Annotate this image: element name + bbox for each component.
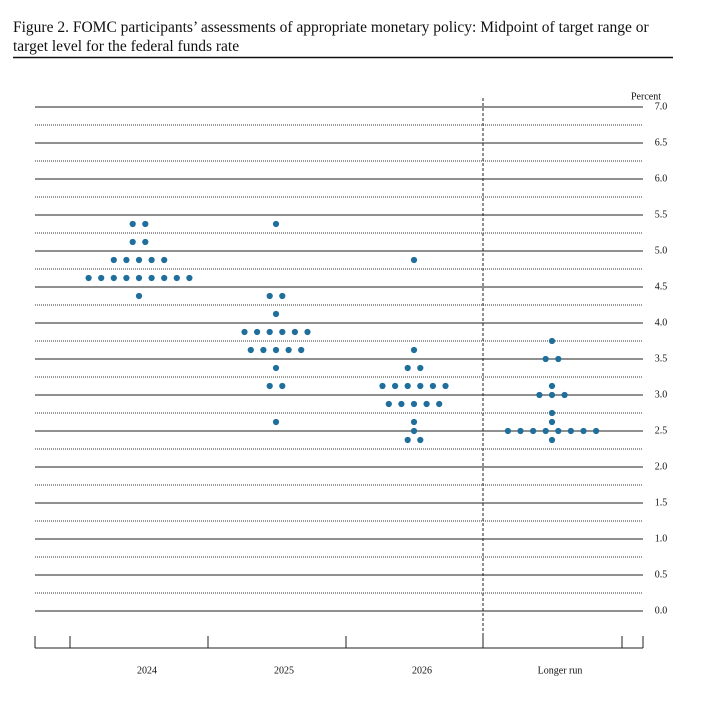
dot bbox=[85, 274, 92, 282]
dot bbox=[272, 310, 280, 318]
dot bbox=[504, 427, 511, 435]
dot bbox=[161, 256, 168, 264]
dot bbox=[142, 238, 149, 246]
y-tick-label: 0.5 bbox=[655, 569, 668, 580]
dot bbox=[567, 427, 575, 435]
dot bbox=[241, 328, 248, 336]
dot bbox=[436, 400, 443, 408]
dot bbox=[423, 400, 430, 408]
chart-title: Figure 2. FOMC participants’ assessments… bbox=[13, 19, 649, 55]
dot bbox=[385, 400, 392, 408]
x-tick-label: 2025 bbox=[274, 665, 294, 676]
dot bbox=[135, 274, 143, 282]
dot bbox=[279, 382, 286, 390]
dot bbox=[548, 418, 556, 426]
y-tick-label: 5.0 bbox=[655, 245, 668, 256]
dot bbox=[272, 364, 280, 372]
dot bbox=[542, 355, 549, 363]
dot bbox=[410, 400, 418, 408]
dot bbox=[548, 391, 556, 399]
y-tick-label: 6.5 bbox=[655, 137, 668, 148]
y-tick-label: 3.5 bbox=[655, 353, 668, 364]
dot bbox=[548, 337, 556, 345]
dot bbox=[548, 436, 556, 444]
dot bbox=[410, 256, 418, 264]
dot bbox=[548, 382, 556, 390]
dot bbox=[266, 292, 273, 300]
dot bbox=[392, 382, 399, 390]
dot bbox=[148, 274, 155, 282]
y-tick-label: 6.0 bbox=[655, 173, 668, 184]
dot bbox=[161, 274, 168, 282]
dot bbox=[279, 292, 286, 300]
dot bbox=[291, 328, 298, 336]
x-tick-label: 2026 bbox=[412, 665, 432, 676]
dot bbox=[247, 346, 254, 354]
dot bbox=[404, 382, 411, 390]
dot bbox=[123, 256, 130, 264]
y-tick-label: 0.0 bbox=[655, 605, 668, 616]
dot bbox=[417, 382, 424, 390]
y-tick-label: 7.0 bbox=[655, 101, 668, 112]
dot bbox=[410, 418, 418, 426]
dot bbox=[404, 364, 411, 372]
y-tick-label: 4.5 bbox=[655, 281, 668, 292]
dot bbox=[542, 427, 549, 435]
dot bbox=[561, 391, 568, 399]
dot bbox=[555, 355, 562, 363]
dot bbox=[260, 346, 267, 354]
y-tick-label: 2.0 bbox=[655, 461, 668, 472]
dot bbox=[142, 220, 149, 228]
y-axis-label: Percent bbox=[631, 91, 661, 102]
dot bbox=[298, 346, 305, 354]
dot bbox=[254, 328, 261, 336]
dot bbox=[272, 220, 280, 228]
dot bbox=[135, 256, 143, 264]
dot bbox=[272, 418, 280, 426]
dot bbox=[410, 427, 418, 435]
x-axis-ticks bbox=[34, 636, 644, 648]
x-tick-label: Longer run bbox=[538, 665, 583, 676]
dot bbox=[593, 427, 600, 435]
dot bbox=[272, 346, 280, 354]
dot bbox=[410, 346, 418, 354]
dot bbox=[304, 328, 311, 336]
dot bbox=[404, 436, 411, 444]
dot bbox=[398, 400, 405, 408]
dot bbox=[442, 382, 449, 390]
y-tick-label: 1.5 bbox=[655, 497, 668, 508]
x-tick-label: 2024 bbox=[137, 665, 157, 676]
dot bbox=[266, 328, 273, 336]
y-tick-label: 4.0 bbox=[655, 317, 668, 328]
dot bbox=[379, 382, 386, 390]
dot bbox=[417, 436, 424, 444]
y-tick-label: 2.5 bbox=[655, 425, 668, 436]
dot bbox=[279, 328, 286, 336]
dot bbox=[517, 427, 524, 435]
dot bbox=[548, 409, 556, 417]
dot bbox=[148, 256, 155, 264]
dot bbox=[98, 274, 105, 282]
dot bbox=[110, 256, 117, 264]
dot bbox=[266, 382, 273, 390]
y-tick-label: 1.0 bbox=[655, 533, 668, 544]
dot bbox=[285, 346, 292, 354]
dot bbox=[123, 274, 130, 282]
dot bbox=[129, 238, 136, 246]
dot bbox=[135, 292, 143, 300]
dot bbox=[417, 364, 424, 372]
dot bbox=[530, 427, 537, 435]
dot bbox=[129, 220, 136, 228]
dot bbox=[536, 391, 543, 399]
dot bbox=[555, 427, 562, 435]
dot bbox=[429, 382, 436, 390]
dot bbox=[580, 427, 587, 435]
y-tick-label: 5.5 bbox=[655, 209, 668, 220]
dot bbox=[186, 274, 193, 282]
dot bbox=[110, 274, 117, 282]
dot bbox=[173, 274, 180, 282]
y-tick-label: 3.0 bbox=[655, 389, 668, 400]
